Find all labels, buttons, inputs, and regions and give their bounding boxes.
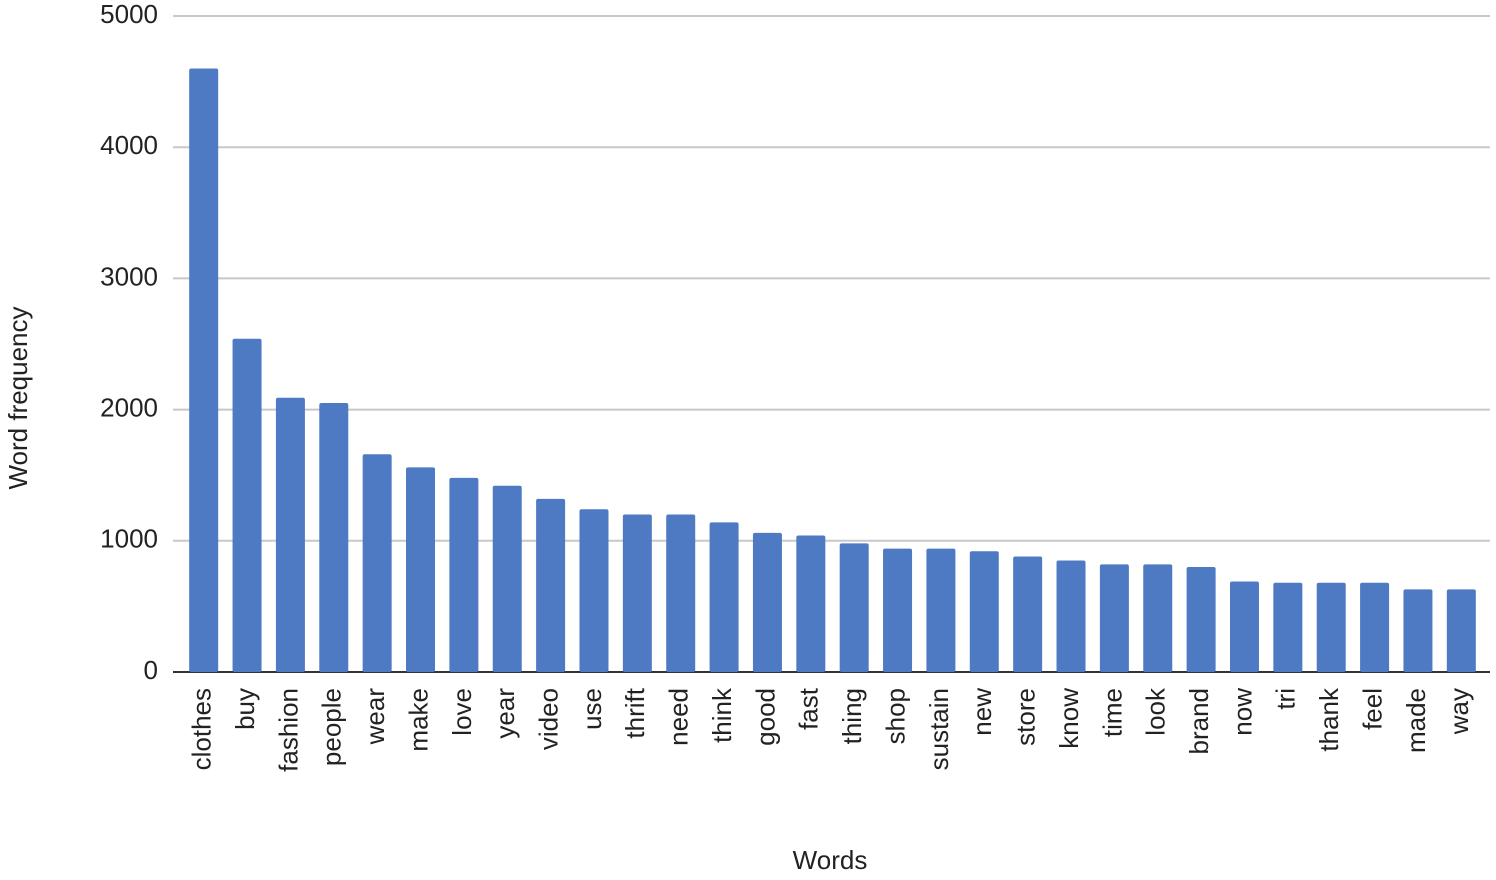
x-tick-label: tri — [1271, 688, 1301, 710]
bar — [1316, 582, 1346, 672]
x-tick-label: fashion — [273, 688, 303, 772]
x-tick-label: video — [533, 688, 563, 750]
x-tick-label: use — [577, 688, 607, 730]
bar — [449, 477, 479, 672]
y-tick-label: 0 — [144, 655, 158, 685]
bar — [319, 403, 349, 672]
x-tick-label: thing — [837, 688, 867, 744]
x-axis-label: Words — [793, 845, 868, 875]
x-tick-label: buy — [230, 688, 260, 730]
x-tick-label: good — [750, 688, 780, 746]
x-tick-label: thank — [1314, 687, 1344, 752]
y-tick-label: 5000 — [100, 0, 158, 29]
y-tick-label: 1000 — [100, 524, 158, 554]
bar — [1360, 582, 1390, 672]
bar — [406, 467, 436, 672]
bar — [752, 532, 782, 672]
bar — [1056, 560, 1086, 672]
x-tick-label: now — [1227, 688, 1257, 736]
x-tick-label: wear — [360, 688, 390, 746]
bar — [189, 68, 219, 673]
bar — [1186, 567, 1216, 672]
x-tick-label: thrift — [620, 687, 650, 738]
x-tick-label: year — [490, 688, 520, 739]
bar — [1229, 581, 1259, 672]
x-tick-label: know — [1054, 688, 1084, 749]
bar — [362, 454, 392, 672]
x-tick-label: shop — [880, 688, 910, 744]
bar — [275, 397, 305, 672]
bar — [1143, 564, 1173, 672]
x-tick-label: love — [447, 688, 477, 736]
x-tick-label: made — [1401, 688, 1431, 753]
bar — [666, 514, 696, 672]
bar — [969, 551, 999, 672]
bar — [622, 514, 652, 672]
x-tick-label: time — [1097, 688, 1127, 737]
x-tick-label: way — [1444, 688, 1474, 735]
bar — [883, 548, 913, 672]
bar — [1013, 556, 1043, 672]
x-tick-label: feel — [1357, 688, 1387, 730]
x-tick-label: look — [1141, 687, 1171, 736]
x-tick-label: make — [403, 688, 433, 752]
x-tick-label: fast — [794, 687, 824, 730]
bar — [1446, 589, 1476, 672]
x-tick-label: think — [707, 687, 737, 743]
bar — [536, 498, 566, 672]
bar — [926, 548, 956, 672]
bar — [579, 509, 609, 672]
bar — [1273, 582, 1303, 672]
bar — [709, 522, 739, 672]
bar — [1099, 564, 1129, 672]
y-axis-label: Word frequency — [3, 306, 33, 489]
x-tick-label: store — [1011, 688, 1041, 746]
bar — [839, 543, 869, 672]
x-tick-label: brand — [1184, 688, 1214, 755]
bar — [232, 338, 262, 672]
y-tick-label: 2000 — [100, 392, 158, 422]
bar — [1403, 589, 1433, 672]
x-tick-label: people — [317, 688, 347, 766]
x-tick-label: need — [664, 688, 694, 746]
x-tick-label: new — [967, 688, 997, 736]
x-tick-label: sustain — [924, 688, 954, 770]
bar — [492, 485, 522, 672]
y-tick-label: 3000 — [100, 261, 158, 291]
y-tick-label: 4000 — [100, 130, 158, 160]
x-tick-label: clothes — [187, 688, 217, 770]
bar — [796, 535, 826, 672]
